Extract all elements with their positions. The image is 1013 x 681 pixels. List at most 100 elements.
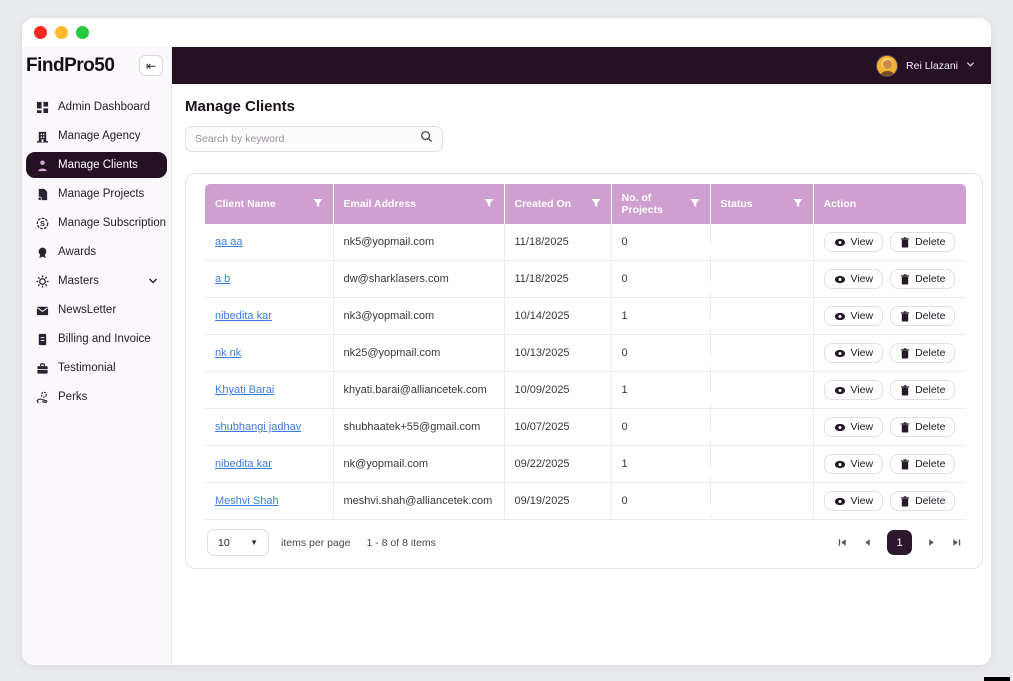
client-name-link[interactable]: a b bbox=[215, 273, 231, 285]
sidebar-item-masters[interactable]: Masters bbox=[26, 268, 167, 294]
client-name-link[interactable]: aa aa bbox=[215, 236, 243, 248]
client-email: nk@yopmail.com bbox=[333, 445, 505, 483]
sidebar-item-testimonial[interactable]: Testimonial bbox=[26, 355, 167, 381]
current-page-button[interactable]: 1 bbox=[887, 530, 912, 555]
view-button[interactable]: View bbox=[823, 232, 884, 252]
client-created-on: 10/07/2025 bbox=[504, 408, 612, 446]
mail-icon bbox=[35, 303, 49, 317]
first-page-icon[interactable] bbox=[837, 537, 848, 548]
sidebar-item-label: Testimonial bbox=[58, 362, 116, 374]
next-page-icon[interactable] bbox=[926, 537, 937, 548]
sidebar-item-label: Admin Dashboard bbox=[58, 101, 151, 113]
minimize-window-button[interactable] bbox=[55, 26, 68, 39]
client-name-link[interactable]: nk nk bbox=[215, 347, 242, 359]
column-header-status[interactable]: Status bbox=[710, 184, 814, 224]
user-menu-chevron-icon[interactable] bbox=[966, 60, 975, 71]
medal-icon bbox=[35, 245, 49, 259]
view-button[interactable]: View bbox=[823, 491, 884, 511]
client-created-on: 11/18/2025 bbox=[504, 224, 612, 261]
delete-button[interactable]: Delete bbox=[890, 343, 956, 363]
sidebar-item-billing-invoice[interactable]: Billing and Invoice bbox=[26, 326, 167, 352]
user-avatar[interactable] bbox=[876, 54, 899, 77]
sidebar-nav: Admin Dashboard Manage Agency Manage Cli… bbox=[22, 84, 171, 420]
client-name-link[interactable]: Meshvi Shah bbox=[215, 495, 279, 507]
delete-button[interactable]: Delete bbox=[890, 454, 956, 474]
search-input[interactable] bbox=[195, 133, 414, 145]
delete-button[interactable]: Delete bbox=[890, 491, 956, 511]
column-header-action: Action bbox=[813, 184, 966, 224]
sidebar-item-label: Manage Subscription bbox=[58, 217, 167, 229]
client-created-on: 10/14/2025 bbox=[504, 297, 612, 335]
sidebar-item-perks[interactable]: Perks bbox=[26, 384, 167, 410]
sidebar-item-manage-subscription[interactable]: S Manage Subscription bbox=[26, 210, 167, 236]
delete-button[interactable]: Delete bbox=[890, 380, 956, 400]
client-created-on: 11/18/2025 bbox=[504, 260, 612, 298]
column-header-email[interactable]: Email Address bbox=[333, 184, 505, 224]
page-size-select[interactable]: 10 ▼ bbox=[207, 529, 269, 556]
search-icon[interactable] bbox=[420, 130, 433, 148]
filter-icon[interactable] bbox=[690, 198, 700, 211]
client-projects-count: 1 bbox=[611, 371, 711, 409]
sidebar-item-manage-agency[interactable]: Manage Agency bbox=[26, 123, 167, 149]
client-email: dw@sharklasers.com bbox=[333, 260, 505, 298]
filter-icon[interactable] bbox=[484, 198, 494, 211]
delete-button[interactable]: Delete bbox=[890, 232, 956, 252]
filter-icon[interactable] bbox=[793, 198, 803, 211]
client-email: meshvi.shah@alliancetek.com bbox=[333, 482, 505, 520]
delete-button[interactable]: Delete bbox=[890, 417, 956, 437]
view-button[interactable]: View bbox=[823, 306, 884, 326]
table-row: nk nk nk25@yopmail.com 10/13/2025 0 View… bbox=[205, 334, 966, 372]
app-window: FindPro50 ⇤ Admin Dashboard Manage Agenc… bbox=[22, 18, 991, 665]
pagination-bar: 10 ▼ items per page 1 - 8 of 8 items 1 bbox=[205, 529, 964, 558]
client-projects-count: 0 bbox=[611, 334, 711, 372]
sidebar-item-awards[interactable]: Awards bbox=[26, 239, 167, 265]
client-projects-count: 1 bbox=[611, 445, 711, 483]
view-button[interactable]: View bbox=[823, 417, 884, 437]
client-name-link[interactable]: Khyati Barai bbox=[215, 384, 275, 396]
page-title: Manage Clients bbox=[185, 98, 296, 115]
view-button[interactable]: View bbox=[823, 380, 884, 400]
user-name[interactable]: Rei Llazani bbox=[906, 59, 958, 72]
column-header-created-on[interactable]: Created On bbox=[504, 184, 612, 224]
chevron-down-icon bbox=[148, 276, 158, 286]
document-icon bbox=[35, 187, 49, 201]
zoom-window-button[interactable] bbox=[76, 26, 89, 39]
column-header-projects[interactable]: No. of Projects bbox=[611, 184, 711, 224]
client-name-link[interactable]: nibedita kar bbox=[215, 458, 272, 470]
last-page-icon[interactable] bbox=[951, 537, 962, 548]
filter-icon[interactable] bbox=[591, 198, 601, 211]
table-row: Khyati Barai khyati.barai@alliancetek.co… bbox=[205, 371, 966, 409]
filter-icon[interactable] bbox=[313, 198, 323, 211]
column-header-client-name[interactable]: Client Name bbox=[205, 184, 334, 224]
client-name-link[interactable]: nibedita kar bbox=[215, 310, 272, 322]
sidebar-item-label: Masters bbox=[58, 275, 99, 287]
client-projects-count: 1 bbox=[611, 297, 711, 335]
client-projects-count: 0 bbox=[611, 408, 711, 446]
client-projects-count: 0 bbox=[611, 224, 711, 261]
previous-page-icon[interactable] bbox=[862, 537, 873, 548]
app-logo: FindPro50 bbox=[26, 54, 115, 76]
pagination-range-label: 1 - 8 of 8 items bbox=[366, 536, 436, 549]
delete-button[interactable]: Delete bbox=[890, 269, 956, 289]
client-email: nk3@yopmail.com bbox=[333, 297, 505, 335]
sidebar-collapse-button[interactable]: ⇤ bbox=[139, 55, 163, 76]
dashboard-icon bbox=[35, 100, 49, 114]
view-button[interactable]: View bbox=[823, 454, 884, 474]
sidebar-item-label: Perks bbox=[58, 391, 88, 403]
client-email: khyati.barai@alliancetek.com bbox=[333, 371, 505, 409]
delete-button[interactable]: Delete bbox=[890, 306, 956, 326]
client-created-on: 10/13/2025 bbox=[504, 334, 612, 372]
person-icon bbox=[35, 158, 49, 172]
sidebar-item-manage-projects[interactable]: Manage Projects bbox=[26, 181, 167, 207]
view-button[interactable]: View bbox=[823, 269, 884, 289]
client-name-link[interactable]: shubhangi jadhav bbox=[215, 421, 302, 433]
close-window-button[interactable] bbox=[34, 26, 47, 39]
table-row: nibedita kar nk@yopmail.com 09/22/2025 1… bbox=[205, 445, 966, 483]
view-button[interactable]: View bbox=[823, 343, 884, 363]
sidebar-item-manage-clients[interactable]: Manage Clients bbox=[26, 152, 167, 178]
client-projects-count: 0 bbox=[611, 260, 711, 298]
sidebar-item-newsletter[interactable]: NewsLetter bbox=[26, 297, 167, 323]
table-row: shubhangi jadhav shubhaatek+55@gmail.com… bbox=[205, 408, 966, 446]
sidebar-item-label: Manage Projects bbox=[58, 188, 145, 200]
sidebar-item-admin-dashboard[interactable]: Admin Dashboard bbox=[26, 94, 167, 120]
